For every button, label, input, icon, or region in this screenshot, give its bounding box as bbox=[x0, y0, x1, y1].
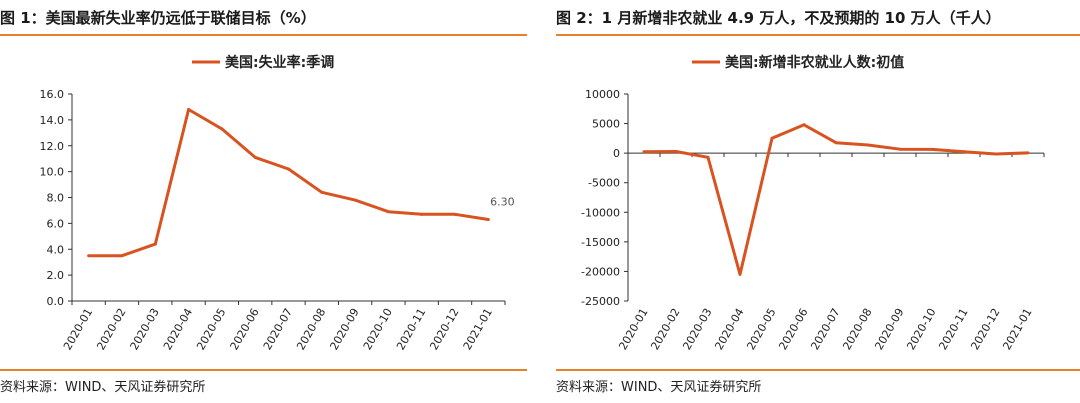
figure-1-panel: 图 1：美国最新失业率仍远低于联储目标（%） 美国:失业率:季调 0.0 2.0 4.… bbox=[0, 0, 527, 403]
x-tick-label: 2021-01 bbox=[1000, 306, 1034, 352]
y-tick-label: -5000 bbox=[588, 177, 620, 190]
data-point bbox=[453, 212, 457, 216]
x-tick-label: 2020-08 bbox=[294, 306, 328, 352]
data-point bbox=[834, 141, 838, 145]
x-tick-label: 2020-09 bbox=[872, 306, 906, 352]
x-tick-label: 2020-07 bbox=[808, 306, 842, 352]
legend-label: 美国:失业率:季调 bbox=[225, 54, 334, 71]
data-point bbox=[962, 150, 966, 154]
data-point bbox=[386, 210, 390, 214]
legend-label: 美国:新增非农就业人数:初值 bbox=[725, 54, 904, 71]
data-point bbox=[770, 136, 774, 140]
data-point bbox=[353, 198, 357, 202]
data-point bbox=[930, 147, 934, 151]
data-point bbox=[642, 150, 646, 154]
series-line bbox=[88, 108, 489, 258]
y-tick-label: 16.0 bbox=[40, 88, 65, 101]
x-tick-label: 2020-05 bbox=[744, 306, 778, 352]
figure-1-top-rule bbox=[0, 34, 527, 36]
data-point bbox=[994, 152, 998, 156]
data-point bbox=[674, 150, 678, 154]
y-tick-label: 0.0 bbox=[47, 295, 65, 308]
x-tick-label: 2021-01 bbox=[461, 306, 495, 352]
y-tick-label: -20000 bbox=[581, 265, 620, 278]
figure-2-top-rule bbox=[556, 34, 1080, 36]
data-point bbox=[486, 217, 490, 221]
figure-1-chart: 美国:失业率:季调 0.0 2.0 4.0 6.0 8.0 10.0 12.0 14.0 16.0… bbox=[40, 54, 515, 352]
data-point bbox=[153, 242, 157, 246]
y-tick-label: 12.0 bbox=[40, 140, 65, 153]
figure-2-source: 资料来源：WIND、天风证券研究所 bbox=[556, 380, 762, 395]
x-tick-label: 2020-12 bbox=[427, 306, 461, 352]
figure-1-title: 图 1：美国最新失业率仍远低于联储目标（%） bbox=[0, 9, 316, 27]
x-tick-label: 2020-03 bbox=[680, 306, 714, 352]
y-tick-label: 8.0 bbox=[47, 192, 65, 205]
x-tick-label: 2020-09 bbox=[327, 306, 361, 352]
figure-1-bottom-rule bbox=[0, 369, 527, 371]
data-point bbox=[187, 108, 191, 112]
figure-2-panel: 图 2：1 月新增非农就业 4.9 万人，不及预期的 10 万人（千人） 美国:… bbox=[556, 0, 1080, 403]
x-tick-label: 2020-01 bbox=[61, 306, 95, 352]
data-point bbox=[738, 272, 742, 276]
x-tick-label: 2020-10 bbox=[361, 306, 395, 352]
y-tick-label: 5000 bbox=[592, 118, 620, 131]
data-point bbox=[420, 212, 424, 216]
data-point bbox=[866, 143, 870, 147]
data-point bbox=[1026, 151, 1030, 155]
data-label: 6.30 bbox=[490, 195, 515, 208]
x-tick-label: 2020-10 bbox=[904, 306, 938, 352]
data-point bbox=[253, 155, 257, 159]
x-tick-label: 2020-07 bbox=[261, 306, 295, 352]
y-tick-label: -25000 bbox=[581, 295, 620, 308]
y-tick-label: 10.0 bbox=[40, 166, 65, 179]
x-tick-label: 2020-04 bbox=[161, 306, 195, 352]
x-tick-label: 2020-02 bbox=[94, 306, 128, 352]
data-point bbox=[220, 127, 224, 131]
figure-2-bottom-rule bbox=[556, 369, 1080, 371]
data-point bbox=[706, 155, 710, 159]
data-point bbox=[87, 254, 91, 258]
x-tick-label: 2020-11 bbox=[936, 306, 970, 352]
figure-1-source: 资料来源：WIND、天风证券研究所 bbox=[0, 380, 206, 395]
data-point bbox=[898, 147, 902, 151]
y-tick-label: -15000 bbox=[581, 236, 620, 249]
data-point bbox=[120, 254, 124, 258]
x-tick-label: 2020-06 bbox=[776, 306, 810, 352]
x-tick-label: 2020-08 bbox=[840, 306, 874, 352]
x-tick-label: 2020-12 bbox=[968, 306, 1002, 352]
x-tick-label: 2020-02 bbox=[648, 306, 682, 352]
y-tick-label: 2.0 bbox=[47, 269, 65, 282]
x-tick-label: 2020-04 bbox=[712, 306, 746, 352]
y-tick-label: 10000 bbox=[585, 88, 620, 101]
data-point bbox=[802, 123, 806, 127]
y-tick-label: 4.0 bbox=[47, 243, 65, 256]
x-tick-label: 2020-11 bbox=[394, 306, 428, 352]
y-tick-label: 0 bbox=[613, 147, 620, 160]
data-point bbox=[287, 167, 290, 171]
x-tick-label: 2020-03 bbox=[128, 306, 162, 352]
x-tick-label: 2020-05 bbox=[194, 306, 228, 352]
y-tick-label: 6.0 bbox=[47, 217, 65, 230]
data-point bbox=[320, 190, 324, 194]
x-tick-label: 2020-01 bbox=[616, 306, 650, 352]
y-tick-label: -10000 bbox=[581, 206, 620, 219]
figure-2-chart: 美国:新增非农就业人数:初值 -25000 -20000 -15000 -10000 -5… bbox=[581, 54, 1045, 352]
series-line bbox=[643, 123, 1029, 276]
y-tick-label: 14.0 bbox=[40, 114, 65, 127]
figure-2-title: 图 2：1 月新增非农就业 4.9 万人，不及预期的 10 万人（千人） bbox=[556, 9, 1001, 27]
x-tick-label: 2020-06 bbox=[228, 306, 262, 352]
